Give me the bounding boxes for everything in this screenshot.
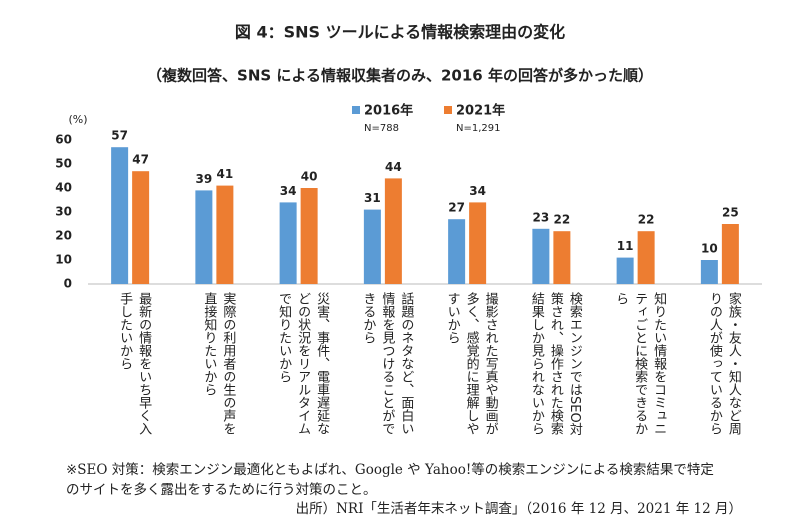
legend-label: 2016年 [364, 103, 413, 119]
y-tick-label: 50 [55, 157, 72, 171]
bar [616, 257, 634, 284]
value-label: 25 [722, 206, 739, 220]
value-label: 34 [280, 184, 297, 198]
bar [532, 228, 550, 284]
footnote: のサイトを多く露出をするために行う対策のこと。 [66, 482, 377, 498]
bar [363, 209, 381, 284]
legend-swatch [444, 106, 452, 114]
x-tick-label: 検索エンジンではSEO対策され、操作された検索結果しか見られないから [528, 292, 582, 436]
source: 出所）NRI「生活者年末ネット調査」（2016 年 12 月、2021 年 12… [295, 501, 742, 517]
value-label: 22 [638, 213, 655, 227]
y-tick-label: 0 [64, 277, 72, 291]
y-tick-label: 10 [55, 253, 72, 267]
bar [216, 185, 234, 284]
bar [469, 202, 487, 284]
y-tick-label: 60 [55, 133, 72, 147]
value-label: 40 [301, 170, 318, 184]
chart-subtitle: （複数回答、SNS による情報収集者のみ、2016 年の回答が多かった順） [147, 67, 653, 85]
bar [448, 219, 466, 284]
y-tick-label: 40 [55, 181, 72, 195]
legend-swatch [352, 106, 360, 114]
x-tick-label: 家族・友人・知人など周りの人が使っているから [706, 292, 741, 435]
value-label: 10 [701, 242, 718, 256]
y-tick-label: 30 [55, 205, 72, 219]
footnote: ※SEO 対策：検索エンジン最適化ともよばれ、Google や Yahoo!等の… [66, 462, 714, 478]
bar [384, 178, 402, 284]
bar [300, 188, 318, 284]
x-tick-label: 話題のネタなど、面白い情報を見つけることができるから [360, 292, 414, 435]
bar [700, 260, 718, 284]
x-tick-label: 最新の情報をいち早く入手したいから [117, 292, 152, 435]
bar [111, 147, 129, 284]
legend-sample: N=788 [364, 123, 399, 134]
bar [553, 231, 571, 284]
value-label: 27 [448, 201, 465, 215]
value-label: 23 [533, 210, 550, 224]
y-tick-label: 20 [55, 229, 72, 243]
value-label: 41 [217, 167, 234, 181]
legend-sample: N=1,291 [456, 123, 501, 134]
value-label: 34 [469, 184, 486, 198]
value-label: 22 [554, 213, 571, 227]
legend-label: 2021年 [456, 103, 505, 119]
bar [721, 224, 739, 284]
x-tick-label: 災害、事件、電車遅延などの状況をリアルタイムで知りたいから [276, 292, 330, 435]
value-label: 47 [132, 153, 149, 167]
x-tick-label: 実際の利用者の生の声を直接知りたいから [201, 292, 236, 435]
value-label: 44 [385, 160, 402, 174]
x-tick-label: 知りたい情報をコミュニティごとに検索できるから [613, 292, 667, 435]
bar [132, 171, 150, 284]
x-tick-label: 撮影された写真や動画が多く、感覚的に理解しやすいから [444, 292, 498, 435]
value-label: 11 [617, 239, 634, 253]
value-label: 57 [111, 129, 128, 143]
bar [279, 202, 297, 284]
value-label: 31 [364, 191, 381, 205]
chart-title: 図 4：SNS ツールによる情報検索理由の変化 [235, 23, 565, 42]
bar [637, 231, 655, 284]
y-unit: (%) [68, 113, 87, 126]
value-label: 39 [196, 172, 213, 186]
bar [195, 190, 213, 284]
